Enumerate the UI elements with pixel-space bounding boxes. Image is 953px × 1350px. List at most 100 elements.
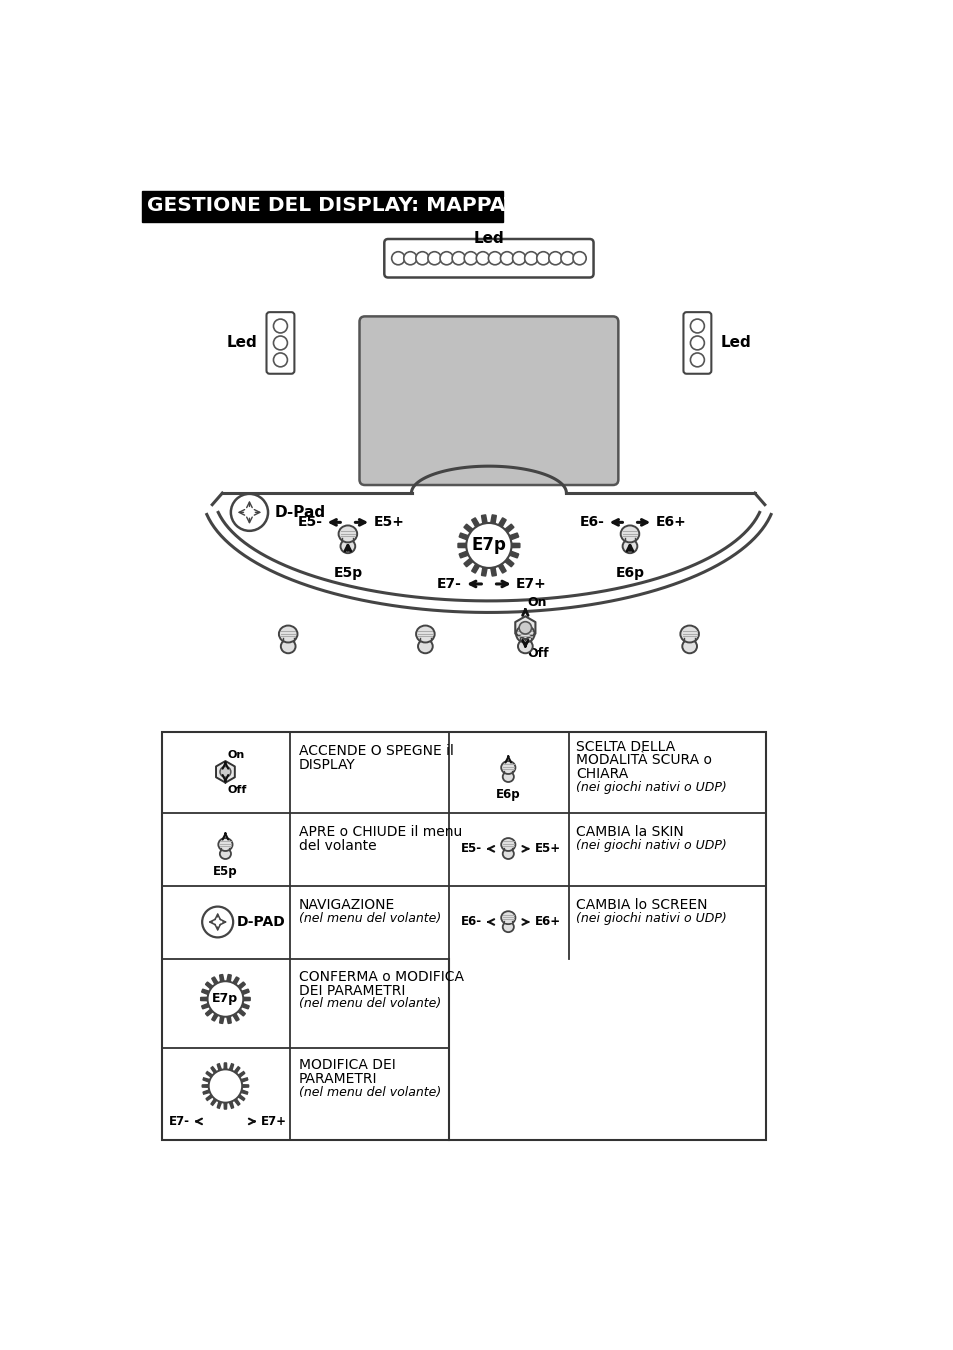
Text: NAVIGAZIONE: NAVIGAZIONE	[298, 898, 395, 913]
Text: E6+: E6+	[534, 915, 560, 929]
Text: E6p: E6p	[615, 566, 644, 580]
Ellipse shape	[500, 911, 515, 925]
Text: E7-: E7-	[169, 1115, 190, 1127]
Text: (nel menu del volante): (nel menu del volante)	[298, 998, 441, 1010]
Polygon shape	[237, 1008, 245, 1017]
Circle shape	[500, 251, 513, 265]
Ellipse shape	[417, 640, 433, 653]
Polygon shape	[504, 524, 514, 533]
Circle shape	[690, 352, 703, 367]
Circle shape	[548, 251, 561, 265]
Bar	[624, 532, 635, 540]
Circle shape	[537, 251, 549, 265]
Polygon shape	[217, 1064, 221, 1071]
Ellipse shape	[500, 761, 515, 774]
Circle shape	[231, 494, 268, 531]
FancyBboxPatch shape	[682, 312, 711, 374]
Ellipse shape	[502, 922, 514, 931]
Polygon shape	[212, 977, 218, 984]
Text: Off: Off	[527, 647, 549, 660]
Polygon shape	[241, 1003, 249, 1008]
Ellipse shape	[681, 640, 697, 653]
Polygon shape	[215, 761, 234, 783]
Circle shape	[392, 251, 404, 265]
Circle shape	[518, 622, 531, 634]
Bar	[683, 632, 695, 640]
Text: E6p: E6p	[496, 788, 520, 802]
Text: DISPLAY: DISPLAY	[298, 757, 355, 772]
Ellipse shape	[416, 625, 435, 643]
Circle shape	[439, 251, 453, 265]
Text: E5p: E5p	[213, 865, 237, 879]
Polygon shape	[457, 543, 466, 548]
Polygon shape	[237, 981, 245, 990]
FancyBboxPatch shape	[359, 316, 618, 485]
Text: E6-: E6-	[578, 516, 604, 529]
Circle shape	[202, 907, 233, 937]
Bar	[504, 917, 512, 922]
Ellipse shape	[502, 849, 514, 859]
Text: Led: Led	[720, 335, 751, 351]
Text: PARAMETRI: PARAMETRI	[298, 1072, 377, 1087]
Text: E7p: E7p	[471, 536, 506, 555]
Polygon shape	[511, 543, 519, 548]
Text: E5-: E5-	[297, 516, 322, 529]
Polygon shape	[497, 518, 506, 526]
Text: CAMBIA la SKIN: CAMBIA la SKIN	[576, 825, 683, 838]
Polygon shape	[227, 975, 231, 981]
Ellipse shape	[622, 539, 637, 553]
Text: CAMBIA lo SCREEN: CAMBIA lo SCREEN	[576, 898, 707, 913]
Polygon shape	[515, 617, 535, 640]
Circle shape	[690, 336, 703, 350]
Text: SCELTA DELLA: SCELTA DELLA	[576, 740, 675, 753]
Polygon shape	[229, 1064, 233, 1071]
Polygon shape	[481, 567, 487, 576]
Polygon shape	[463, 524, 473, 533]
Polygon shape	[212, 1014, 218, 1021]
Polygon shape	[233, 1099, 240, 1106]
Circle shape	[452, 251, 465, 265]
Ellipse shape	[280, 640, 295, 653]
Polygon shape	[219, 1017, 224, 1023]
Polygon shape	[203, 1077, 210, 1083]
Polygon shape	[224, 1062, 227, 1069]
Ellipse shape	[340, 539, 355, 553]
Polygon shape	[458, 533, 468, 540]
Ellipse shape	[679, 625, 699, 643]
Polygon shape	[205, 1008, 213, 1017]
Polygon shape	[241, 1089, 248, 1094]
Polygon shape	[241, 990, 249, 995]
Circle shape	[512, 251, 525, 265]
Polygon shape	[238, 1072, 245, 1077]
FancyBboxPatch shape	[384, 239, 593, 278]
Circle shape	[274, 319, 287, 333]
Polygon shape	[211, 1066, 216, 1073]
Polygon shape	[203, 1089, 210, 1094]
Polygon shape	[490, 514, 496, 524]
Polygon shape	[233, 977, 239, 984]
Bar	[162, 732, 765, 1139]
Circle shape	[690, 319, 703, 333]
Polygon shape	[201, 1003, 209, 1008]
Bar	[142, 192, 502, 221]
Text: (nel menu del volante): (nel menu del volante)	[298, 1085, 441, 1099]
Polygon shape	[202, 1084, 209, 1087]
Circle shape	[466, 522, 511, 568]
Text: D-PAD: D-PAD	[236, 915, 285, 929]
Polygon shape	[471, 518, 479, 526]
Polygon shape	[206, 1095, 213, 1100]
Polygon shape	[509, 551, 518, 558]
Circle shape	[274, 336, 287, 350]
Text: CONFERMA o MODIFICA: CONFERMA o MODIFICA	[298, 969, 463, 984]
Text: E7+: E7+	[261, 1115, 287, 1127]
Circle shape	[524, 251, 537, 265]
Circle shape	[274, 352, 287, 367]
Text: (nei giochi nativi o UDP): (nei giochi nativi o UDP)	[576, 838, 726, 852]
Circle shape	[488, 251, 501, 265]
Bar	[419, 632, 431, 640]
Ellipse shape	[219, 849, 231, 859]
Text: On: On	[527, 595, 547, 609]
Polygon shape	[458, 551, 468, 558]
Text: E5+: E5+	[534, 842, 560, 856]
Text: (nei giochi nativi o UDP): (nei giochi nativi o UDP)	[576, 782, 726, 794]
